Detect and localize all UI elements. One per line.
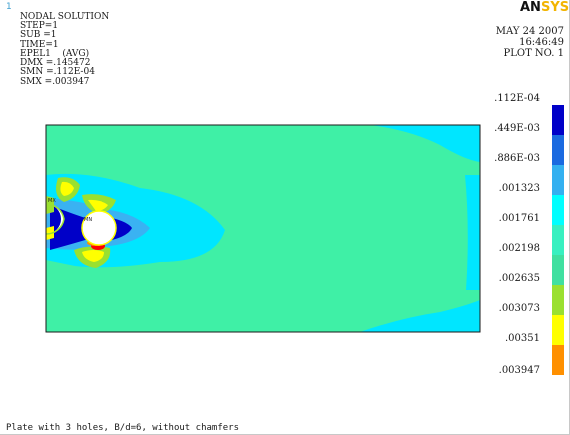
plot-date: MAY 24 2007	[495, 26, 564, 37]
legend-label: .112E-04	[494, 93, 540, 104]
info-smn: SMN =.112E-04	[20, 67, 95, 78]
legend-swatch	[552, 225, 564, 255]
lobe-bottom-core	[82, 250, 104, 262]
info-dmx: DMX =.145472	[20, 58, 91, 69]
legend-label: .00351	[505, 333, 540, 344]
legend-swatch	[552, 285, 564, 315]
plot-time: 16:46:49	[519, 37, 564, 48]
legend-swatch	[552, 135, 564, 165]
legend-swatch	[552, 105, 564, 135]
legend-label: .002635	[498, 273, 540, 284]
legend-swatch	[552, 165, 564, 195]
legend-label: .003073	[498, 303, 540, 314]
window-number: 1	[6, 2, 12, 12]
lobe-top-mid-core	[88, 199, 108, 211]
lobe-top-left-core	[60, 181, 74, 196]
legend-swatch	[552, 345, 564, 375]
info-time: TIME=1	[20, 39, 59, 50]
info-smx: SMX =.003947	[20, 76, 90, 87]
info-result: EPEL1 (AVG)	[20, 48, 90, 59]
legend-label: .886E-03	[494, 153, 540, 164]
legend-swatch	[552, 255, 564, 285]
hole-left	[46, 203, 64, 235]
hole-center	[81, 210, 117, 246]
legend-label: .003947	[498, 365, 540, 376]
mx-marker: MX	[48, 198, 56, 204]
plot-header-info: MAY 24 2007 16:46:49 PLOT NO. 1	[496, 26, 564, 59]
plate-outline	[45, 124, 481, 333]
legend-label: .449E-03	[494, 123, 540, 134]
deep-blue-right	[112, 218, 132, 240]
right-edge-region	[465, 175, 480, 290]
hole-left-rim	[45, 203, 65, 235]
info-sub: SUB =1	[20, 30, 57, 41]
legend-swatch	[552, 315, 564, 345]
legend-label: .001323	[498, 183, 540, 194]
legend-swatch	[552, 195, 564, 225]
right-bottom-region	[360, 300, 480, 332]
info-step: STEP=1	[20, 21, 59, 31]
solution-info: STEP=1 SUB =1 TIME=1 EPEL1 (AVG) DMX =.1…	[20, 21, 95, 87]
plot-title: NODAL SOLUTION	[20, 12, 110, 22]
legend-label: .001761	[498, 213, 540, 224]
plot-number: PLOT NO. 1	[503, 48, 565, 59]
mn-marker: MN	[84, 217, 92, 223]
plot-caption: Plate with 3 holes, B/d=6, without chamf…	[6, 423, 239, 433]
ansys-logo: ANSYS	[520, 0, 570, 15]
deep-blue-left	[50, 205, 92, 250]
right-top-region	[370, 125, 480, 162]
legend-label: .002198	[498, 243, 540, 254]
